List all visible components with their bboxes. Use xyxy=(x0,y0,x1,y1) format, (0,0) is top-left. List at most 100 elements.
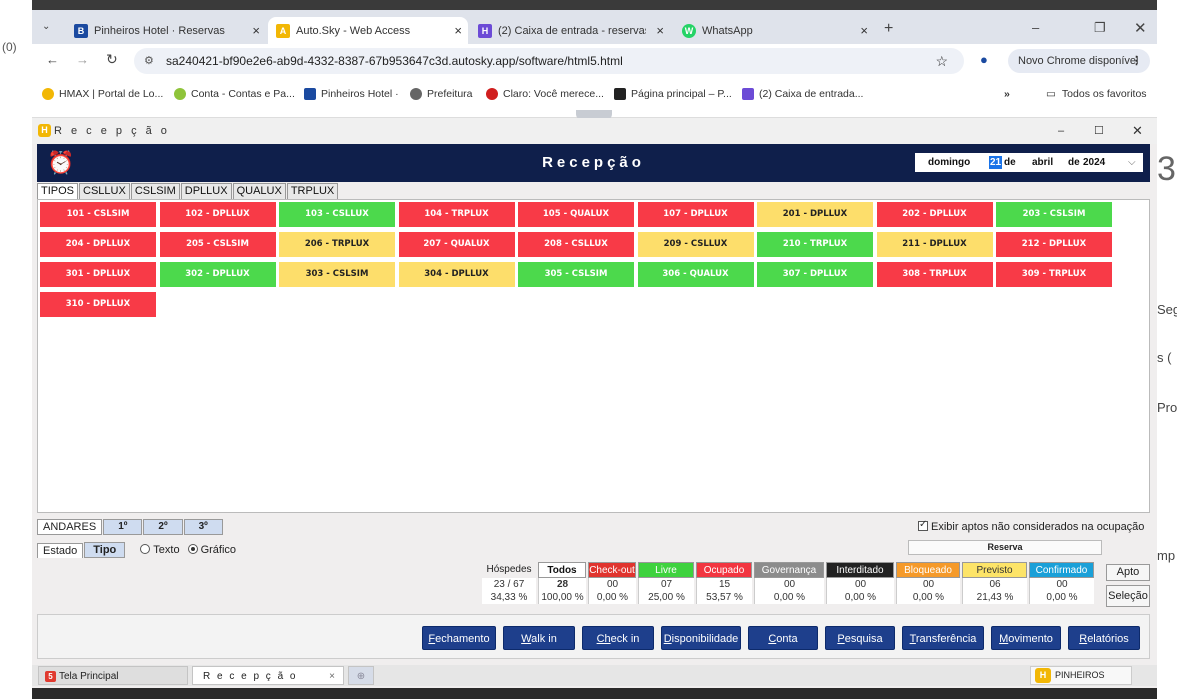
date-day[interactable]: 21 xyxy=(989,156,1003,169)
action-button-walkin[interactable]: Walk in xyxy=(503,626,575,650)
radio-icon[interactable] xyxy=(140,544,151,554)
room-tile[interactable]: 203 - CSLSIM xyxy=(996,202,1112,227)
room-tile[interactable]: 103 - CSLLUX xyxy=(279,202,395,227)
room-tile[interactable]: 209 - CSLLUX xyxy=(637,232,754,257)
bookmark-star-icon[interactable]: ☆ xyxy=(935,53,948,69)
action-button-transferncia[interactable]: Transferência xyxy=(902,626,984,650)
floor-1[interactable]: 1º xyxy=(103,519,143,535)
reload-icon[interactable]: ↻ xyxy=(106,51,118,67)
tab-search-icon[interactable]: ⌄ xyxy=(42,21,51,32)
chevron-down-icon[interactable]: ⌵ xyxy=(1128,157,1136,168)
address-bar[interactable]: ⚙ sa240421-bf90e2e6-ab9d-4332-8387-67b95… xyxy=(134,48,964,74)
close-window-icon[interactable]: ✕ xyxy=(1134,20,1147,37)
room-tile[interactable]: 205 - CSLSIM xyxy=(159,232,276,257)
bookmark-hmax[interactable]: HMAX | Portal de Lo... xyxy=(42,88,163,100)
browser-tab-caixa[interactable]: H (2) Caixa de entrada - reservas × xyxy=(470,17,670,44)
room-tile[interactable]: 104 - TRPLUX xyxy=(398,202,515,227)
browser-tab-reservas[interactable]: B Pinheiros Hotel · Reservas × xyxy=(66,17,266,44)
more-menu-icon[interactable]: ⋮ xyxy=(1131,55,1142,67)
new-tab-icon[interactable]: + xyxy=(884,20,894,37)
date-picker[interactable]: domingo 21 de abril de 2024 ⌵ xyxy=(915,153,1143,172)
bookmark-pagina[interactable]: Página principal – P... xyxy=(614,88,732,100)
room-tile[interactable]: 303 - CSLSIM xyxy=(279,262,395,287)
room-tile[interactable]: 305 - CSLSIM xyxy=(518,262,634,287)
action-button-movimento[interactable]: Movimento xyxy=(991,626,1061,650)
app-minimize-icon[interactable]: – xyxy=(1058,125,1065,137)
exibir-checkbox[interactable]: Exibir aptos não considerados na ocupaçã… xyxy=(918,519,1144,533)
close-tab-icon[interactable]: × xyxy=(656,23,664,38)
room-tile[interactable]: 105 - QUALUX xyxy=(518,202,634,227)
room-tile[interactable]: 304 - DPLLUX xyxy=(398,262,515,287)
tab-tipos[interactable]: TIPOS xyxy=(37,183,79,199)
floor-2[interactable]: 2º xyxy=(143,519,183,535)
bookmark-claro[interactable]: Claro: Você merece... xyxy=(486,88,604,100)
apto-button[interactable]: Apto xyxy=(1106,564,1150,581)
forward-icon[interactable]: → xyxy=(76,52,89,67)
radio-icon[interactable] xyxy=(187,544,198,554)
button-mnemonic: R xyxy=(1079,633,1088,645)
close-tab-icon[interactable]: × xyxy=(252,23,260,38)
action-button-relatrios[interactable]: Relatórios xyxy=(1068,626,1140,650)
close-tab-icon[interactable]: × xyxy=(454,23,462,38)
app-close-icon[interactable]: ✕ xyxy=(1132,123,1143,138)
room-tile[interactable]: 201 - DPLLUX xyxy=(757,202,873,227)
tab-cslsim[interactable]: CSLSIM xyxy=(130,183,180,199)
tab-trplux[interactable]: TRPLUX xyxy=(286,183,339,199)
all-bookmarks[interactable]: ▭ Todos os favoritos xyxy=(1046,88,1147,100)
room-tile[interactable]: 101 - CSLSIM xyxy=(40,202,156,227)
browser-tab-whatsapp[interactable]: W WhatsApp × xyxy=(674,17,874,44)
profile-icon[interactable]: ● xyxy=(980,52,988,67)
room-tile[interactable]: 307 - DPLLUX xyxy=(757,262,873,287)
room-tile[interactable]: 207 - QUALUX xyxy=(398,232,515,257)
room-tile[interactable]: 211 - DPLLUX xyxy=(876,232,993,257)
bookmark-prefeitura[interactable]: Prefeitura xyxy=(410,88,473,100)
tab-estado[interactable]: Estado xyxy=(37,542,84,558)
tab-qualux[interactable]: QUALUX xyxy=(232,183,286,199)
tab-tipo[interactable]: Tipo xyxy=(84,542,126,558)
new-app-tab-icon[interactable]: ⊕ xyxy=(348,666,374,685)
room-tile[interactable]: 212 - DPLLUX xyxy=(996,232,1112,257)
room-tile[interactable]: 202 - DPLLUX xyxy=(876,202,993,227)
action-button-pesquisa[interactable]: Pesquisa xyxy=(825,626,895,650)
close-tab-icon[interactable]: × xyxy=(860,23,868,38)
checkbox-icon[interactable] xyxy=(918,519,928,531)
more-bookmarks-icon[interactable]: » xyxy=(1004,88,1010,100)
minimize-icon[interactable]: – xyxy=(1032,20,1040,35)
room-tile[interactable]: 302 - DPLLUX xyxy=(159,262,276,287)
browser-tab-autosky[interactable]: A Auto.Sky - Web Access × xyxy=(268,17,468,44)
room-tile[interactable]: 301 - DPLLUX xyxy=(40,262,156,287)
room-tile[interactable]: 206 - TRPLUX xyxy=(279,232,395,257)
chrome-update-button[interactable]: Novo Chrome disponível ⋮ xyxy=(1008,49,1150,73)
restore-icon[interactable]: ❐ xyxy=(1094,20,1106,35)
room-tile[interactable]: 308 - TRPLUX xyxy=(876,262,993,287)
action-button-fechamento[interactable]: Fechamento xyxy=(422,626,496,650)
site-info-icon[interactable]: ⚙ xyxy=(144,55,154,67)
bookmark-pinheiros[interactable]: Pinheiros Hotel · xyxy=(304,88,399,100)
selecao-button[interactable]: Seleção xyxy=(1106,585,1150,607)
room-tile[interactable]: 210 - TRPLUX xyxy=(757,232,873,257)
radio-texto[interactable]: Texto xyxy=(140,544,180,556)
bookmark-caixa[interactable]: (2) Caixa de entrada... xyxy=(742,88,863,100)
room-tile[interactable]: 208 - CSLLUX xyxy=(518,232,634,257)
tab-recepcao[interactable]: R e c e p ç ã o × xyxy=(192,666,344,685)
room-tile[interactable]: 309 - TRPLUX xyxy=(996,262,1112,287)
close-tab-icon[interactable]: × xyxy=(329,671,335,682)
back-icon[interactable]: ← xyxy=(46,52,59,67)
action-button-conta[interactable]: Conta xyxy=(748,626,818,650)
floor-3[interactable]: 3º xyxy=(183,519,223,535)
room-tile[interactable]: 204 - DPLLUX xyxy=(40,232,156,257)
floor-label[interactable]: ANDARES xyxy=(37,519,103,535)
bookmark-conta[interactable]: Conta - Contas e Pa... xyxy=(174,88,295,100)
tab-dpllux[interactable]: DPLLUX xyxy=(180,183,232,199)
room-tile[interactable]: 102 - DPLLUX xyxy=(159,202,276,227)
room-tile[interactable]: 310 - DPLLUX xyxy=(40,292,156,317)
room-tile[interactable]: 107 - DPLLUX xyxy=(637,202,754,227)
action-button-checkin[interactable]: Check in xyxy=(582,626,654,650)
tab-csllux[interactable]: CSLLUX xyxy=(79,183,130,199)
app-maximize-icon[interactable]: ☐ xyxy=(1094,125,1104,137)
collapse-toolbar-handle[interactable] xyxy=(576,110,612,120)
action-button-disponibilidade[interactable]: Disponibilidade xyxy=(661,626,741,650)
tab-tela-principal[interactable]: 5 Tela Principal xyxy=(38,666,188,685)
radio-grafico[interactable]: Gráfico xyxy=(187,544,236,556)
room-tile[interactable]: 306 - QUALUX xyxy=(637,262,754,287)
